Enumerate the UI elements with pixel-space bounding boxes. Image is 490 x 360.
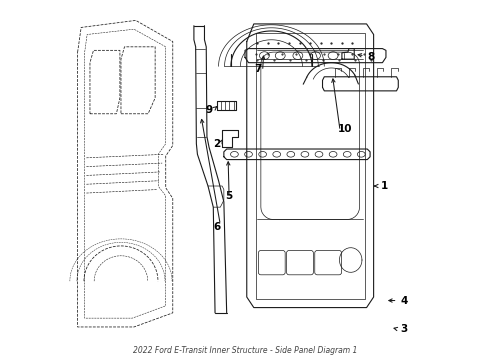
Text: 7: 7 xyxy=(254,64,262,74)
Text: 3: 3 xyxy=(400,324,407,334)
Text: 4: 4 xyxy=(400,296,407,306)
Text: 9: 9 xyxy=(205,104,213,114)
Text: 1: 1 xyxy=(381,181,388,191)
Text: 2: 2 xyxy=(213,139,220,149)
Text: 2022 Ford E-Transit Inner Structure - Side Panel Diagram 1: 2022 Ford E-Transit Inner Structure - Si… xyxy=(133,346,357,355)
Text: 6: 6 xyxy=(214,221,221,231)
Text: 5: 5 xyxy=(225,191,233,201)
Text: 8: 8 xyxy=(368,52,374,62)
Text: 10: 10 xyxy=(337,124,352,134)
